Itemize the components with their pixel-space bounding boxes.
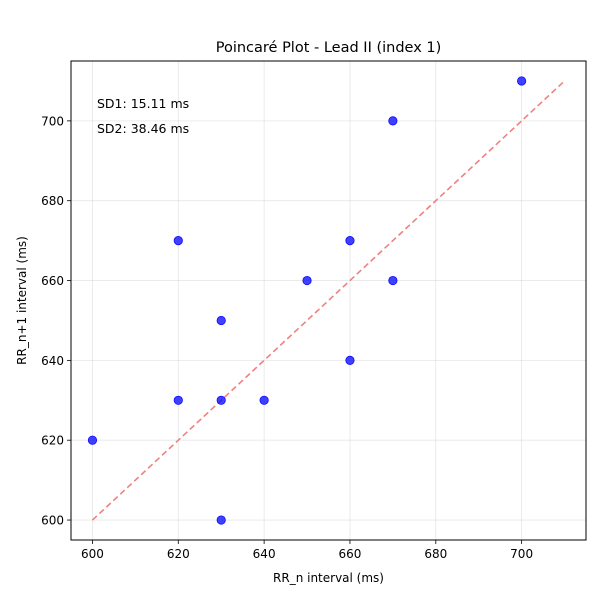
identity-line (91, 80, 566, 521)
x-tick-label: 680 (424, 547, 447, 561)
data-point (87, 435, 98, 445)
y-tick-label: 600 (41, 514, 64, 528)
data-point (388, 275, 398, 286)
data-point (259, 395, 269, 405)
x-tick-label: 620 (167, 547, 190, 561)
y-axis-ticks: 600 620 640 660 680 700 (41, 114, 71, 528)
x-tick-label: 600 (81, 547, 104, 561)
sd1-annotation: SD1: 15.11 ms (97, 96, 189, 111)
x-axis-ticks: 600 620 640 660 680 700 (81, 540, 533, 561)
data-point (517, 76, 527, 86)
y-tick-label: 640 (41, 354, 64, 368)
data-point (302, 275, 312, 286)
data-point (173, 395, 183, 405)
data-point (345, 355, 355, 365)
x-tick-label: 640 (253, 547, 276, 561)
y-tick-label: 620 (41, 434, 64, 448)
plot-frame (70, 60, 587, 541)
data-point (173, 236, 183, 246)
y-axis-label: RR_n+1 interval (ms) (15, 236, 29, 365)
data-point (388, 116, 398, 126)
data-points (87, 76, 527, 525)
sd2-annotation: SD2: 38.46 ms (97, 121, 189, 136)
y-tick-label: 680 (41, 194, 64, 208)
x-tick-label: 700 (510, 547, 533, 561)
x-axis-label: RR_n interval (ms) (273, 571, 384, 585)
data-point (345, 236, 355, 246)
data-point (216, 395, 226, 405)
data-point (216, 515, 226, 525)
grid-lines (71, 61, 586, 540)
data-point (216, 315, 226, 326)
identity-line-group (91, 80, 566, 521)
x-tick-label: 660 (339, 547, 362, 561)
y-tick-label: 660 (41, 274, 64, 288)
y-tick-label: 700 (41, 114, 64, 128)
chart-title: Poincaré Plot - Lead II (index 1) (216, 40, 442, 56)
